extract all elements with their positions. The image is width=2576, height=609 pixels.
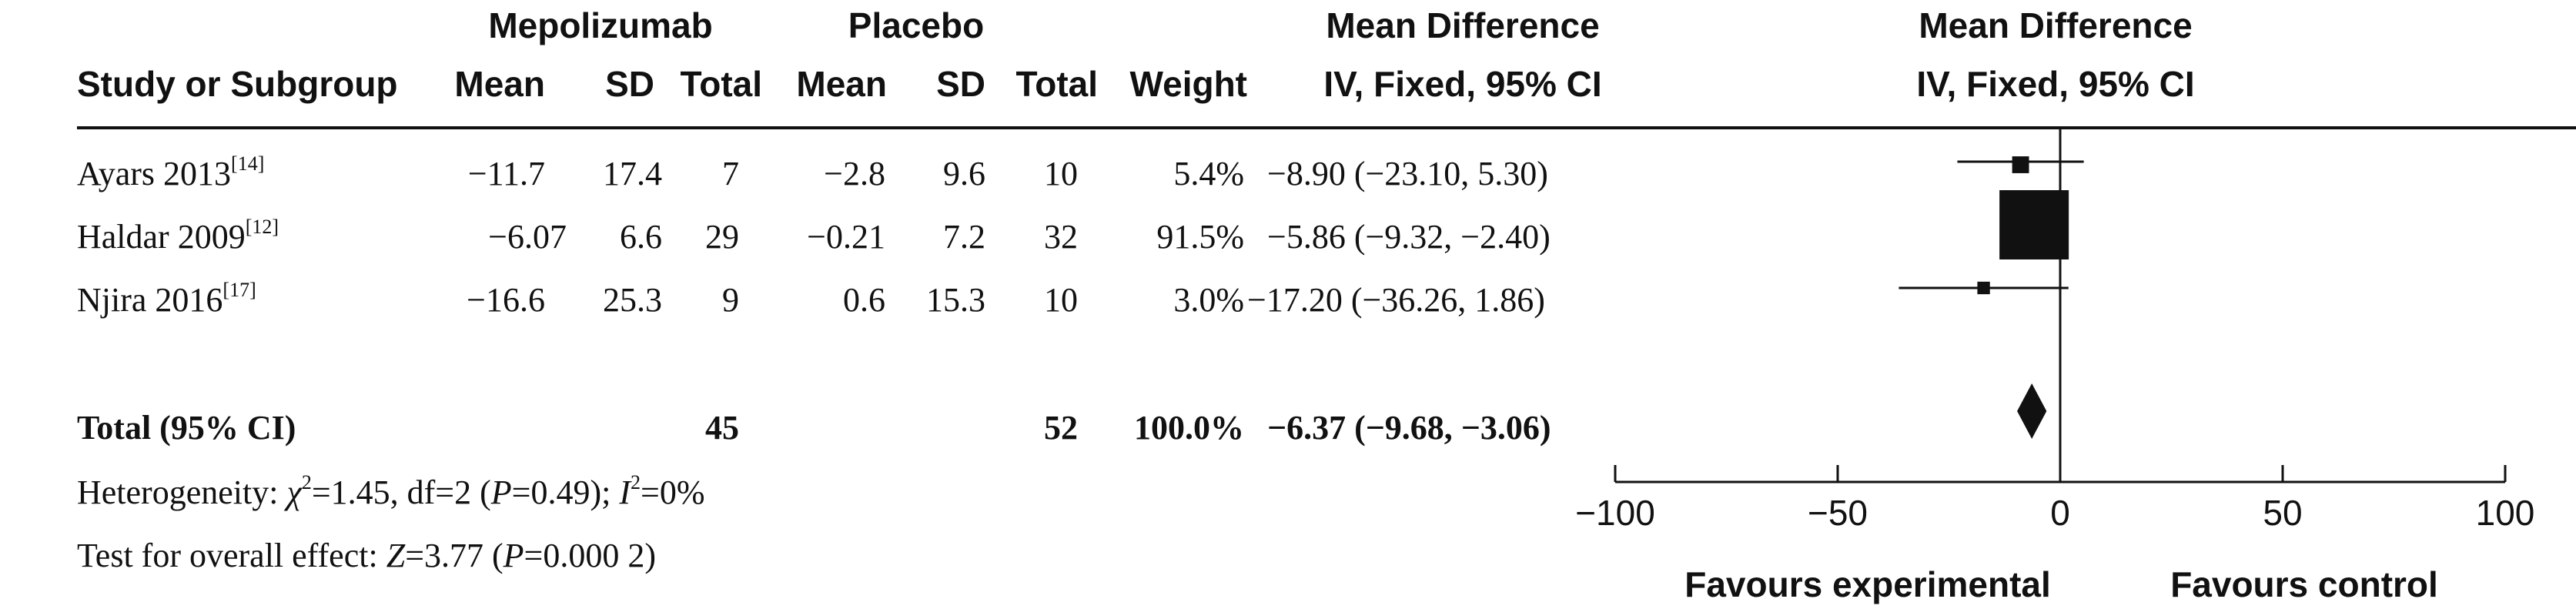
total-ctrl: 10 xyxy=(1044,155,1078,192)
mean-ctrl: −0.21 xyxy=(807,218,885,256)
column-header-weight: Weight xyxy=(1129,64,1247,104)
total-label: Total (95% CI) xyxy=(77,409,296,447)
x-tick-label: −50 xyxy=(1808,493,1868,533)
x-tick-label: −100 xyxy=(1575,493,1655,533)
favours-experimental-label: Favours experimental xyxy=(1684,564,2051,604)
pooled-diamond xyxy=(2017,383,2047,439)
total-weight: 100.0% xyxy=(1134,409,1244,447)
total-exp: 45 xyxy=(705,409,739,447)
column-header-sd-ctrl: SD xyxy=(936,64,985,104)
total-exp: 29 xyxy=(705,218,739,256)
sd-ctrl: 9.6 xyxy=(943,155,985,192)
group-header-placebo: Placebo xyxy=(848,5,985,45)
study-name: Haldar 2009[12] xyxy=(77,216,279,256)
column-header-ci: IV, Fixed, 95% CI xyxy=(1323,64,1602,104)
study-point xyxy=(2012,156,2029,173)
weight: 91.5% xyxy=(1156,218,1244,256)
x-tick-label: 50 xyxy=(2263,493,2302,533)
total-exp: 9 xyxy=(722,281,739,319)
mean-difference-ci: −5.86 (−9.32, −2.40) xyxy=(1267,218,1551,256)
group-header-mepolizumab: Mepolizumab xyxy=(488,5,713,45)
mean-ctrl: 0.6 xyxy=(843,281,885,319)
total-exp: 7 xyxy=(722,155,739,192)
favours-control-label: Favours control xyxy=(2170,564,2438,604)
overall-effect-text: Test for overall effect: Z=3.77 (P=0.000… xyxy=(77,537,657,574)
plot-header-mean-difference: Mean Difference xyxy=(1919,5,2193,45)
weight: 3.0% xyxy=(1173,281,1244,319)
mean-exp: −6.07 xyxy=(488,218,567,256)
total-ctrl: 52 xyxy=(1044,409,1078,447)
x-tick-label: 0 xyxy=(2050,493,2070,533)
total-ctrl: 10 xyxy=(1044,281,1078,319)
mean-difference-ci: −17.20 (−36.26, 1.86) xyxy=(1247,281,1545,319)
column-header-mean-exp: Mean xyxy=(454,64,545,104)
column-header-mean-ctrl: Mean xyxy=(796,64,887,104)
weight: 5.4% xyxy=(1173,155,1244,192)
sd-ctrl: 15.3 xyxy=(926,281,985,319)
column-header-total-exp: Total xyxy=(680,64,762,104)
study-name: Njira 2016[17] xyxy=(77,279,256,319)
x-tick-label: 100 xyxy=(2476,493,2535,533)
mean-difference-ci: −8.90 (−23.10, 5.30) xyxy=(1267,155,1548,192)
study-point xyxy=(1977,281,1990,295)
total-ctrl: 32 xyxy=(1044,218,1078,256)
study-name: Ayars 2013[14] xyxy=(77,152,265,192)
sd-exp: 6.6 xyxy=(620,218,662,256)
header-rule xyxy=(77,126,2576,129)
mean-exp: −16.6 xyxy=(467,281,545,319)
mean-ctrl: −2.8 xyxy=(824,155,885,192)
group-header-mean-difference: Mean Difference xyxy=(1326,5,1600,45)
study-point xyxy=(1999,190,2069,259)
heterogeneity-text: Heterogeneity: χ2=1.45, df=2 (P=0.49); I… xyxy=(77,471,705,511)
column-header-total-ctrl: Total xyxy=(1015,64,1098,104)
plot-column-header-ci: IV, Fixed, 95% CI xyxy=(1916,64,2195,104)
sd-exp: 25.3 xyxy=(603,281,662,319)
mean-exp: −11.7 xyxy=(467,155,545,192)
sd-exp: 17.4 xyxy=(603,155,662,192)
column-header-sd-exp: SD xyxy=(605,64,654,104)
column-header-study: Study or Subgroup xyxy=(77,64,398,104)
sd-ctrl: 7.2 xyxy=(943,218,985,256)
total-mean-difference-ci: −6.37 (−9.68, −3.06) xyxy=(1267,409,1551,447)
